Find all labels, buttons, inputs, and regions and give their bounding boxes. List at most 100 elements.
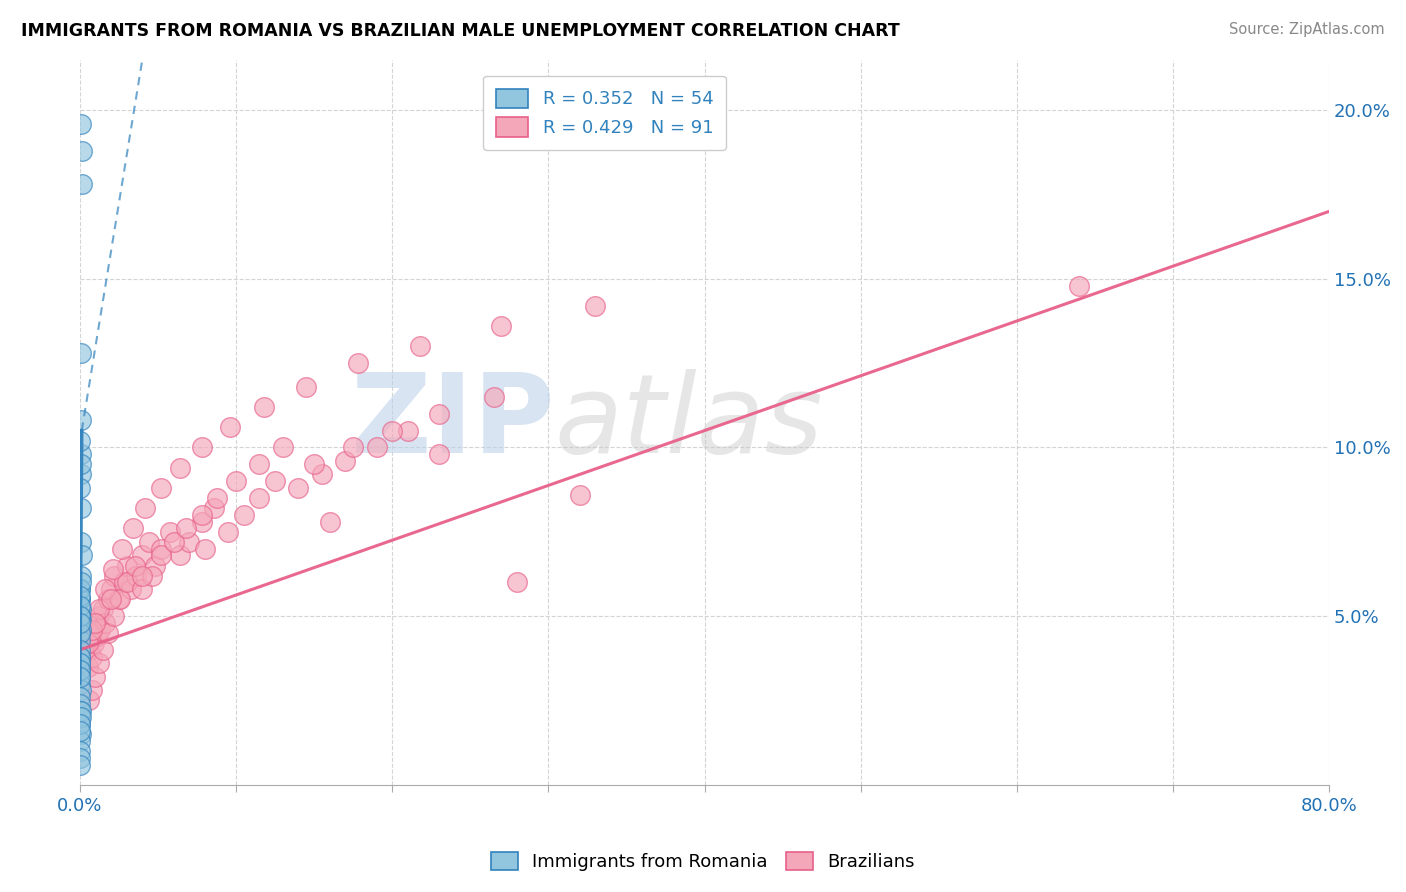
- Point: [80, 626, 103, 640]
- Point: [202, 501, 225, 516]
- Point: [271, 441, 294, 455]
- Point: [143, 558, 166, 573]
- Point: [218, 420, 240, 434]
- Point: [115, 575, 138, 590]
- Text: Source: ZipAtlas.com: Source: ZipAtlas.com: [1229, 22, 1385, 37]
- Point: [84, 615, 107, 630]
- Point: [69, 609, 91, 624]
- Point: [70, 144, 93, 158]
- Point: [131, 549, 153, 563]
- Point: [69, 615, 91, 630]
- Point: [94, 582, 117, 596]
- Point: [131, 582, 153, 596]
- Point: [69, 501, 91, 516]
- Point: [69, 568, 91, 582]
- Text: atlas: atlas: [554, 368, 824, 475]
- Point: [108, 592, 131, 607]
- Point: [190, 441, 212, 455]
- Point: [70, 612, 93, 626]
- Point: [110, 592, 132, 607]
- Point: [70, 549, 93, 563]
- Point: [69, 744, 91, 758]
- Point: [69, 690, 91, 704]
- Point: [141, 568, 163, 582]
- Point: [138, 535, 160, 549]
- Point: [69, 751, 91, 765]
- Point: [69, 458, 91, 472]
- Point: [70, 346, 93, 360]
- Point: [169, 460, 191, 475]
- Point: [69, 710, 91, 724]
- Point: [125, 568, 148, 582]
- Point: [69, 727, 91, 741]
- Point: [76, 636, 98, 650]
- Point: [150, 481, 173, 495]
- Point: [111, 541, 134, 556]
- Point: [70, 467, 93, 482]
- Point: [249, 458, 271, 472]
- Point: [69, 643, 91, 657]
- Point: [82, 649, 104, 664]
- Point: [150, 541, 173, 556]
- Point: [69, 663, 91, 677]
- Point: [97, 592, 120, 607]
- Point: [87, 609, 110, 624]
- Point: [77, 693, 100, 707]
- Point: [94, 615, 117, 630]
- Point: [69, 582, 91, 596]
- Point: [190, 515, 212, 529]
- Point: [69, 697, 91, 711]
- Point: [103, 568, 125, 582]
- Point: [347, 356, 370, 370]
- Point: [97, 626, 120, 640]
- Point: [82, 683, 104, 698]
- Point: [75, 636, 97, 650]
- Point: [87, 657, 110, 671]
- Legend: Immigrants from Romania, Brazilians: Immigrants from Romania, Brazilians: [484, 845, 922, 879]
- Point: [70, 535, 93, 549]
- Point: [69, 602, 91, 616]
- Point: [427, 447, 450, 461]
- Point: [217, 524, 239, 539]
- Point: [427, 407, 450, 421]
- Point: [69, 589, 91, 603]
- Point: [101, 562, 124, 576]
- Point: [225, 474, 247, 488]
- Point: [69, 649, 91, 664]
- Point: [249, 491, 271, 505]
- Point: [409, 339, 432, 353]
- Point: [69, 575, 91, 590]
- Point: [396, 424, 419, 438]
- Point: [568, 488, 591, 502]
- Point: [295, 380, 318, 394]
- Point: [83, 636, 105, 650]
- Point: [366, 441, 388, 455]
- Point: [162, 535, 184, 549]
- Point: [342, 441, 364, 455]
- Point: [103, 609, 125, 624]
- Point: [69, 657, 91, 671]
- Point: [69, 626, 91, 640]
- Text: ZIP: ZIP: [352, 368, 554, 475]
- Point: [69, 676, 91, 690]
- Point: [482, 390, 505, 404]
- Point: [131, 568, 153, 582]
- Point: [70, 117, 93, 131]
- Point: [335, 454, 357, 468]
- Point: [190, 508, 212, 522]
- Point: [82, 623, 104, 637]
- Point: [69, 632, 91, 647]
- Point: [69, 710, 91, 724]
- Point: [69, 717, 91, 731]
- Point: [69, 592, 91, 607]
- Point: [91, 602, 114, 616]
- Point: [69, 670, 91, 684]
- Point: [583, 299, 606, 313]
- Point: [122, 521, 145, 535]
- Point: [194, 541, 217, 556]
- Point: [381, 424, 404, 438]
- Point: [232, 508, 254, 522]
- Point: [120, 582, 142, 596]
- Point: [174, 521, 197, 535]
- Point: [124, 558, 146, 573]
